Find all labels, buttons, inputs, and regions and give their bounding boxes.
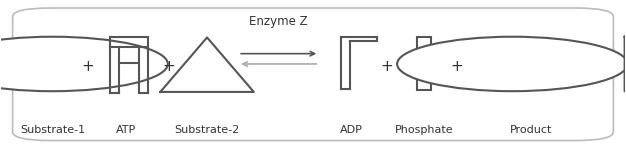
- Circle shape: [0, 37, 168, 91]
- Text: +: +: [380, 59, 393, 74]
- Text: +: +: [162, 59, 175, 74]
- Text: +: +: [450, 59, 463, 74]
- Text: +: +: [81, 59, 94, 74]
- Circle shape: [397, 37, 626, 91]
- Text: ADP: ADP: [340, 125, 363, 135]
- Bar: [417, 38, 431, 90]
- FancyBboxPatch shape: [13, 8, 613, 141]
- Text: Substrate-1: Substrate-1: [20, 125, 85, 135]
- Text: ATP: ATP: [116, 125, 136, 135]
- Text: Product: Product: [510, 125, 552, 135]
- Text: Phosphate: Phosphate: [394, 125, 453, 135]
- Text: Substrate-2: Substrate-2: [175, 125, 240, 135]
- Text: Enzyme Z: Enzyme Z: [249, 15, 308, 28]
